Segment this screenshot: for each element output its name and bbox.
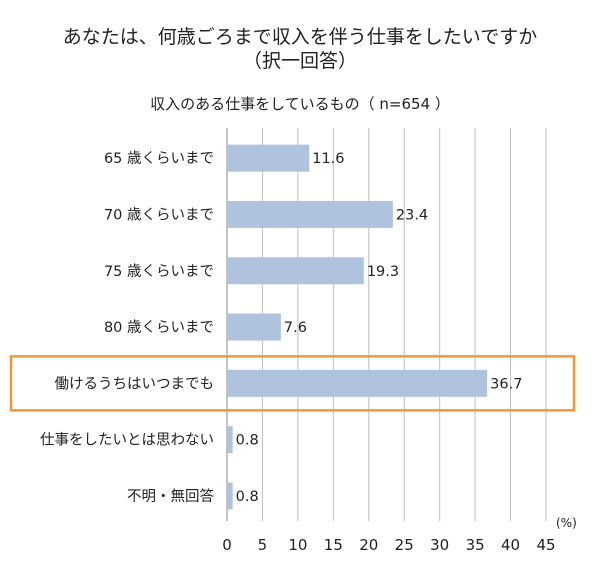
x-tick-label: 10: [288, 536, 307, 554]
highlight-box-layer: [9, 355, 576, 412]
category-label: 80 歳くらいまで: [104, 319, 214, 336]
category-labels: 65 歳くらいまで 70 歳くらいまで 75 歳くらいまで 80 歳くらいまで働けるう…: [40, 150, 214, 505]
bar: [227, 144, 310, 172]
data-label: 0.8: [236, 489, 259, 505]
bar: [227, 482, 233, 510]
x-tick-label: 0: [222, 536, 232, 554]
x-tick-label: 45: [536, 536, 555, 554]
bar: [227, 369, 488, 397]
x-tick-label: 40: [501, 536, 520, 554]
data-label: 0.8: [236, 433, 259, 449]
data-label: 23.4: [396, 207, 428, 223]
bar: [227, 257, 364, 285]
x-tick-label: 25: [395, 536, 414, 554]
data-label: 11.6: [312, 151, 344, 167]
gridlines: [226, 128, 547, 521]
x-tick-label: 35: [466, 536, 485, 554]
category-label: 65 歳くらいまで: [104, 150, 214, 167]
x-tick-label: 30: [430, 536, 449, 554]
data-label: 7.6: [284, 320, 307, 336]
unit-label: (%): [556, 516, 577, 530]
x-tick-label: 20: [359, 536, 378, 554]
data-label: 36.7: [490, 376, 522, 392]
category-label: 働けるうちはいつまでも: [55, 375, 215, 392]
bar: [227, 313, 281, 341]
category-label: 不明・無回答: [127, 488, 214, 505]
data-labels: 11.6 23.4 19.3 7.6 36.7 0.8 0.8: [236, 151, 523, 505]
chart-title-line-1: あなたは、何歳ごろまで収入を伴う仕事をしたいですか: [63, 26, 537, 48]
chart-title-line-2: （択一回答）: [243, 50, 357, 72]
x-axis-tick-labels: 0 5 10 15 20 25 30 35 40 45: [222, 536, 555, 554]
category-label: 70 歳くらいまで: [104, 206, 214, 223]
x-tick-label: 15: [324, 536, 343, 554]
highlight-box: [9, 355, 576, 412]
x-tick-label: 5: [258, 536, 268, 554]
data-label: 19.3: [367, 264, 399, 280]
chart-subtitle: 収入のある仕事をしているもの（ n=654 ）: [150, 95, 450, 113]
bar: [227, 200, 393, 228]
category-label: 仕事をしたいとは思わない: [40, 432, 214, 449]
bars: [227, 144, 488, 510]
bar: [227, 426, 233, 454]
category-label: 75 歳くらいまで: [104, 263, 214, 280]
